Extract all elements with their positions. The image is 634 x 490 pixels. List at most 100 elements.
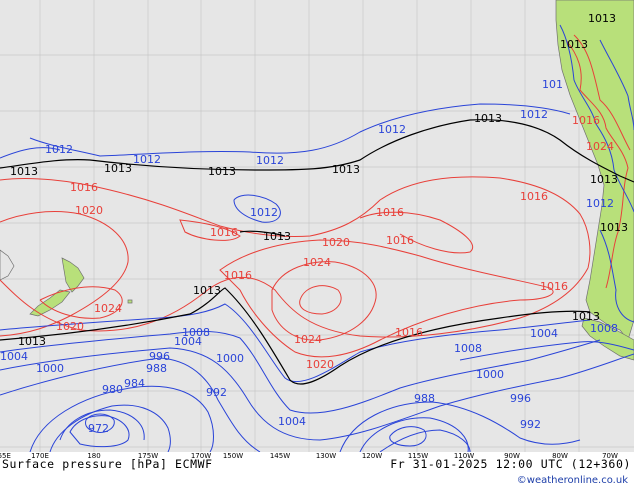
- isobar-972: [85, 413, 115, 433]
- high-pressure-labels: 1016 1016 1016 1016 1016 1016 1016 1016 …: [56, 114, 614, 371]
- isobar-label: 1013: [263, 230, 291, 243]
- new-zealand-south-island: [29, 289, 71, 317]
- isobar-label: 1004: [278, 415, 306, 428]
- isobar-label: 1012: [520, 108, 548, 121]
- isobar-label: 1013: [104, 162, 132, 175]
- isobar-label: 992: [520, 418, 541, 431]
- isobar-label: 1004: [174, 335, 202, 348]
- isobar-988-east: [359, 417, 469, 452]
- australia-edge: [0, 249, 15, 281]
- andes-orography-isobars: [559, 24, 634, 323]
- isobar-label: 1013: [474, 112, 502, 125]
- isobar-984: [59, 409, 145, 441]
- isobar-label: 1008: [454, 342, 482, 355]
- isobar-label: 1008: [590, 322, 618, 335]
- isobar-label: 1013: [560, 38, 588, 51]
- isobar-1000-east: [459, 341, 634, 361]
- isobar-label: 1016: [395, 326, 423, 339]
- isobar-label: 1000: [36, 362, 64, 375]
- lon-label: 180: [87, 452, 101, 460]
- isobar-label: 1008: [182, 326, 210, 339]
- isobar-label: 1016: [70, 181, 98, 194]
- isobar-label: 1020: [306, 358, 334, 371]
- chart-title: Surface pressure [hPa] ECMWF: [2, 457, 213, 471]
- isobar-1016-inner-west: [359, 211, 473, 254]
- lon-label: 120W: [361, 452, 383, 460]
- isobar-label: 988: [146, 362, 167, 375]
- isobar-1020-west: [0, 211, 129, 337]
- isobar-1024-inner: [299, 285, 342, 315]
- isobar-1024: [271, 261, 377, 341]
- lon-label: 175W: [137, 452, 159, 460]
- lon-label: 70W: [602, 452, 618, 460]
- land-masses: [0, 0, 634, 361]
- isobar-label: 1024: [303, 256, 331, 269]
- low-pressure-labels: 1012 1012 1012 1012 1012 1012 1008 1004 …: [0, 78, 618, 435]
- isobar-label: 1020: [56, 320, 84, 333]
- ocean-background: [0, 0, 634, 452]
- isobar-label: 1016: [520, 190, 548, 203]
- isobar-label: 1013: [588, 12, 616, 25]
- isobar-1012-edge: [0, 147, 61, 159]
- isobar-label: 1004: [530, 327, 558, 340]
- source-credit[interactable]: ©weatheronline.co.uk: [516, 475, 628, 486]
- isobar-label: 1020: [75, 204, 103, 217]
- lon-label: 80W: [552, 452, 568, 460]
- isobar-988: [49, 404, 171, 452]
- new-zealand-north-island: [61, 257, 85, 293]
- isobar-996-east: [379, 429, 471, 452]
- isobar-label: 1024: [586, 140, 614, 153]
- reference-isobar-1013: [0, 119, 634, 385]
- isobar-1008: [0, 303, 591, 383]
- isobar-1020-east: [219, 239, 554, 358]
- isobar-label: 1012: [45, 143, 73, 156]
- lon-label: 145W: [269, 452, 291, 460]
- lat-lon-grid: [0, 0, 634, 452]
- lon-label: 90W: [504, 452, 520, 460]
- surface-pressure-map: 1016 1016 1016 1016 1016 1016 1016 1016 …: [0, 0, 634, 452]
- lon-label: 110W: [453, 452, 475, 460]
- isobar-1016-north: [0, 176, 591, 269]
- lon-label: 150W: [222, 452, 244, 460]
- isobar-label: 1012: [250, 206, 278, 219]
- map-footer: 165E 170E 180 175W 170W 150W 145W 130W 1…: [0, 452, 634, 490]
- isobar-label: 1013: [600, 221, 628, 234]
- isobar-label: 1013: [10, 165, 38, 178]
- isobar-992-east: [339, 401, 581, 452]
- isobar-label: 1013: [193, 284, 221, 297]
- isobar-label: 1016: [224, 269, 252, 282]
- isobar-label: 972: [88, 422, 109, 435]
- isobar-label: 1013: [590, 173, 618, 186]
- isobar-1024-nz: [39, 286, 123, 319]
- isobar-label: 1024: [294, 333, 322, 346]
- isobar-label: 1016: [572, 114, 600, 127]
- isobar-label: 101: [542, 78, 563, 91]
- isobar-label: 1013: [332, 163, 360, 176]
- isobar-984-east: [389, 426, 427, 447]
- tierra-del-fuego: [581, 317, 634, 361]
- isobar-label: 1013: [572, 310, 600, 323]
- isobar-1012-north: [29, 103, 571, 157]
- isobar-label: 1004: [0, 350, 28, 363]
- reference-isobar-labels: 1013 1013 1013 1013 1013 1013 1013 1013 …: [10, 12, 628, 348]
- isobar-label: 1013: [208, 165, 236, 178]
- isobar-1000: [0, 347, 634, 441]
- isobar-label: 1020: [322, 236, 350, 249]
- isobar-992: [29, 385, 214, 452]
- chatham-island: [127, 299, 133, 304]
- isobar-1012-ring: [233, 194, 281, 223]
- isobar-label: 1016: [386, 234, 414, 247]
- isobar-980: [69, 415, 130, 448]
- isobar-1016-south: [0, 267, 589, 338]
- isobar-label: 980: [102, 383, 123, 396]
- isobar-label: 984: [124, 377, 145, 390]
- lon-label: 170W: [190, 452, 212, 460]
- isobar-label: 1013: [18, 335, 46, 348]
- valid-time: Fr 31-01-2025 12:00 UTC (12+360): [390, 457, 631, 471]
- isobar-label: 1012: [133, 153, 161, 166]
- isobar-label: 1016: [540, 280, 568, 293]
- isobar-1016-small-west: [179, 219, 241, 241]
- lon-label: 130W: [315, 452, 337, 460]
- lon-label: 165E: [0, 452, 11, 460]
- isobar-label: 1012: [378, 123, 406, 136]
